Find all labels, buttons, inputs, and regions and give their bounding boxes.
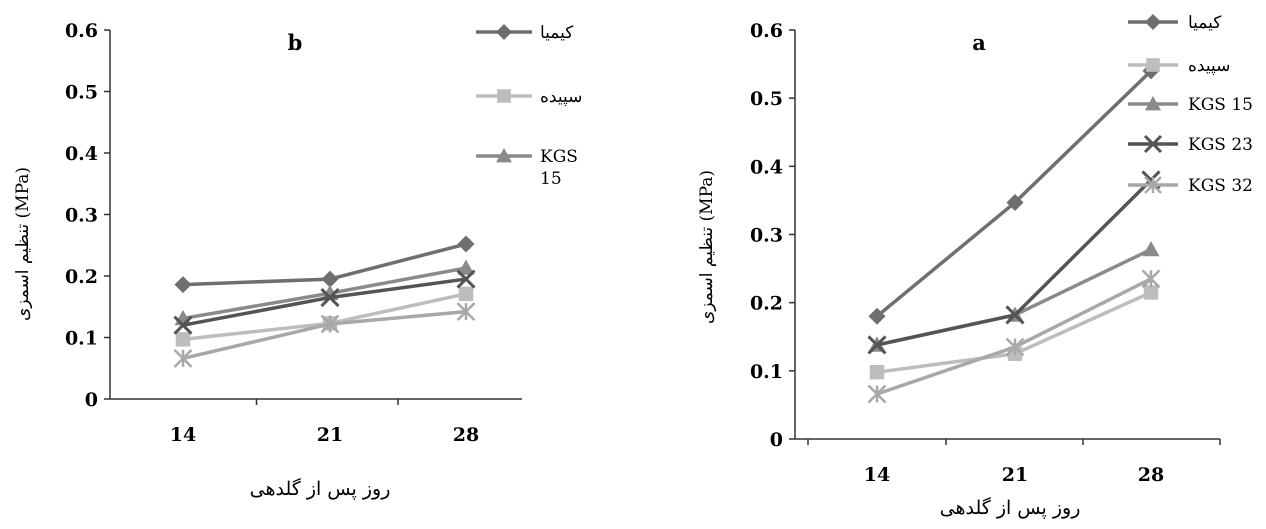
legend-label: سپیده bbox=[540, 87, 582, 107]
data-point bbox=[320, 287, 340, 308]
data-point bbox=[1005, 305, 1025, 325]
data-point bbox=[174, 276, 192, 294]
data-point bbox=[1006, 193, 1024, 211]
legend-label: KGS 15 bbox=[1188, 95, 1253, 115]
chart-panel-a: 0 0.1 0.2 0.3 0.4 0.5 0.6 14 21 28 a تنظیم اسمزی (M… bbox=[697, 13, 1253, 519]
legend-label: KGS 15 bbox=[540, 147, 578, 189]
legend-marker bbox=[1145, 14, 1161, 30]
x-tick-label: 21 bbox=[1002, 464, 1028, 486]
series-line bbox=[876, 247, 1152, 347]
data-point bbox=[173, 315, 193, 335]
data-point bbox=[1141, 269, 1161, 289]
legend-label: KGS 23 bbox=[1188, 135, 1253, 155]
y-tick-label: 0.4 bbox=[65, 143, 98, 165]
x-tick-label: 28 bbox=[1138, 464, 1164, 486]
y-tick-label: 0.2 bbox=[65, 266, 98, 288]
data-point bbox=[458, 286, 474, 302]
x-axis-label: روز پس از گلدهی bbox=[940, 496, 1081, 519]
legend-marker bbox=[1143, 134, 1163, 154]
legend-marker bbox=[1144, 176, 1162, 194]
legend-label: سپیده bbox=[1188, 56, 1230, 76]
data-point bbox=[869, 364, 885, 380]
y-axis-label: تنظیم اسمزی (MPa) bbox=[13, 167, 33, 321]
data-point bbox=[173, 349, 193, 368]
data-point bbox=[175, 332, 191, 347]
x-tick-label: 14 bbox=[170, 424, 196, 446]
data-point bbox=[1143, 285, 1159, 300]
y-tick-label: 0 bbox=[85, 389, 98, 411]
y-tick-label: 0.1 bbox=[65, 328, 98, 350]
data-point bbox=[456, 269, 476, 289]
x-axis-label: روز پس از گلدهی bbox=[250, 477, 391, 500]
y-tick-label: 0.1 bbox=[750, 361, 783, 383]
data-point bbox=[457, 235, 475, 253]
legend-marker bbox=[1145, 96, 1161, 111]
y-tick-label: 0.6 bbox=[750, 20, 783, 42]
y-tick-label: 0.3 bbox=[65, 205, 98, 227]
y-tick-label: 0 bbox=[770, 429, 783, 451]
data-point bbox=[320, 314, 340, 334]
legend-marker bbox=[496, 24, 512, 40]
y-tick-label: 0.5 bbox=[65, 82, 98, 104]
x-tick-label: 14 bbox=[864, 464, 890, 486]
legend: کیمیا سپیده KGS 15 bbox=[476, 23, 582, 189]
legend-label: کیمیا bbox=[1188, 13, 1222, 33]
legend-marker bbox=[497, 89, 511, 103]
series-line bbox=[875, 69, 1153, 318]
y-axis-label: تنظیم اسمزی (MPa) bbox=[697, 170, 717, 324]
x-tick-label: 21 bbox=[317, 424, 343, 446]
data-point bbox=[867, 335, 887, 355]
data-point bbox=[1142, 240, 1160, 257]
legend: کیمیا سپیده KGS 15 KGS 23 KGS 32 bbox=[1128, 13, 1253, 196]
x-tick-label: 28 bbox=[453, 424, 479, 446]
legend-label: کیمیا bbox=[540, 23, 574, 43]
data-point bbox=[456, 302, 476, 322]
y-tick-label: 0.2 bbox=[750, 293, 783, 315]
chart-panel-b: 0 0.1 0.2 0.3 0.4 0.5 0.6 14 21 28 b تنظیم اسمزی (M… bbox=[13, 20, 582, 500]
y-tick-label: 0.3 bbox=[750, 225, 783, 247]
data-point bbox=[321, 270, 339, 288]
legend-label: KGS 32 bbox=[1188, 176, 1253, 196]
data-point bbox=[457, 259, 475, 275]
panel-title: b bbox=[288, 30, 303, 55]
data-point bbox=[867, 384, 887, 404]
legend-marker bbox=[1146, 58, 1160, 72]
y-tick-label: 0.5 bbox=[750, 88, 783, 110]
y-tick-label: 0.6 bbox=[65, 20, 98, 42]
data-point bbox=[1005, 337, 1025, 357]
legend-marker bbox=[496, 148, 512, 163]
panel-title: a bbox=[972, 30, 986, 55]
data-point bbox=[868, 307, 886, 325]
y-tick-label: 0.4 bbox=[750, 156, 783, 178]
